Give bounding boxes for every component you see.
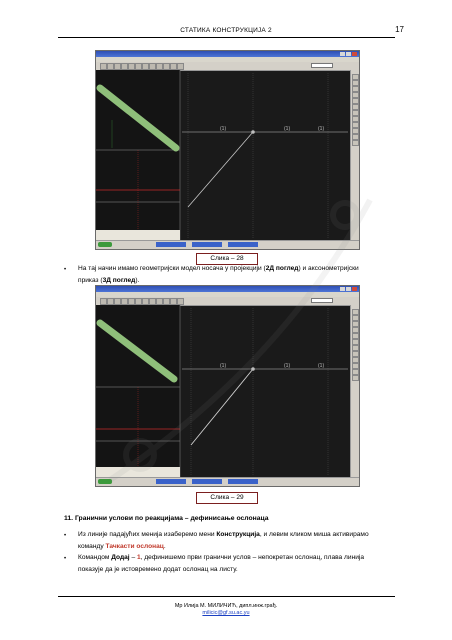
figure-screenshot-1: (1) (1) (1) — [95, 50, 360, 250]
page-header-title: СТАТИКА КОНСТРУКЦИЈА 2 — [180, 27, 272, 34]
app-side-toolbar — [350, 305, 359, 478]
footer-email-link[interactable]: milicic@gf.su.ac.yu — [202, 610, 250, 616]
element-label: (1) — [284, 126, 290, 132]
figure-caption: Слика – 29 — [196, 492, 258, 504]
element-label: (1) — [220, 126, 226, 132]
beam-3d — [96, 84, 180, 152]
add-command-icon-label: 1 — [136, 554, 141, 561]
model-viewports: (1) (1) (1) — [96, 305, 348, 478]
app-statusbar — [96, 477, 359, 486]
figure-screenshot-2: (1) (1) (1) — [95, 285, 360, 487]
element-label: (1) — [318, 363, 324, 369]
model-viewports: (1) (1) (1) — [96, 70, 348, 241]
app-menubar — [96, 292, 359, 297]
app-titlebar — [96, 51, 359, 57]
section-heading: 11. Гранични услови по реакцијама – дефи… — [64, 515, 269, 522]
bullet: • — [64, 533, 67, 539]
app-menubar — [96, 57, 359, 62]
element-label: (1) — [318, 126, 324, 132]
footer-rule — [58, 596, 395, 597]
page-number: 17 — [395, 25, 404, 34]
paragraph-add-support: Командом Додај – 1, дефинишемо први гран… — [78, 554, 365, 573]
footer-author: Мр Илија М. МИЛИЧИЋ, дипл.инж.грађ. — [174, 603, 278, 609]
element-label: (1) — [220, 363, 226, 369]
app-statusbar — [96, 240, 359, 249]
element-label: (1) — [284, 363, 290, 369]
app-toolbar — [96, 62, 359, 71]
app-toolbar — [96, 297, 359, 306]
beam-3d — [96, 319, 178, 383]
paragraph-menu: Из линије падајућих менија изаберемо мен… — [78, 531, 369, 550]
paragraph-views: На тај начин имамо геометријски модел но… — [78, 265, 359, 284]
app-titlebar — [96, 286, 359, 292]
bullet: • — [64, 556, 67, 562]
bullet: • — [64, 267, 67, 273]
figure-caption: Слика – 28 — [196, 253, 258, 265]
app-side-toolbar — [350, 70, 359, 241]
header-rule — [58, 37, 395, 38]
